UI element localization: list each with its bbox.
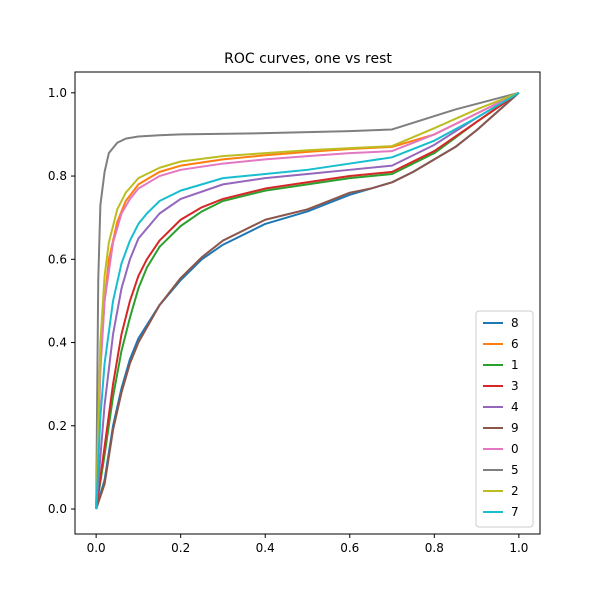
series-line-7 [95,91,520,510]
y-tick-label: 1.0 [48,86,67,100]
series-line-5 [95,91,520,510]
series-line-0 [95,91,520,510]
axes-frame [74,71,541,535]
x-tick-label: 0.0 [87,541,106,555]
x-axis-ticks: 0.0 0.2 0.4 0.6 0.8 1.0 [87,534,528,555]
x-tick-label: 0.6 [340,541,359,555]
x-tick-label: 0.2 [171,541,190,555]
series-line-2 [95,91,520,510]
legend-label: 9 [511,421,519,435]
legend-label: 1 [511,358,519,372]
y-tick-label: 0.8 [48,169,67,183]
chart-title: ROC curves, one vs rest [224,51,392,67]
legend-label: 6 [511,337,519,351]
legend: 8 6 1 3 4 9 0 5 2 7 [475,310,534,528]
series-line-3 [95,91,520,510]
legend-label: 0 [511,442,519,456]
x-tick-label: 0.4 [256,541,275,555]
x-tick-label: 1.0 [509,541,528,555]
y-tick-label: 0.4 [48,336,67,350]
series-lines [95,91,520,510]
x-tick-label: 0.8 [425,541,444,555]
legend-label: 7 [511,505,519,519]
series-line-9 [95,92,520,510]
legend-label: 8 [511,316,519,330]
legend-label: 2 [511,484,519,498]
y-tick-label: 0.2 [48,419,67,433]
series-line-1 [95,91,520,510]
series-line-6 [95,91,520,510]
series-line-4 [95,91,520,510]
legend-label: 4 [511,400,519,414]
y-axis-ticks: 0.0 0.2 0.4 0.6 0.8 1.0 [48,86,75,516]
legend-label: 3 [511,379,519,393]
legend-label: 5 [511,463,519,477]
y-tick-label: 0.6 [48,252,67,266]
y-tick-label: 0.0 [48,502,67,516]
